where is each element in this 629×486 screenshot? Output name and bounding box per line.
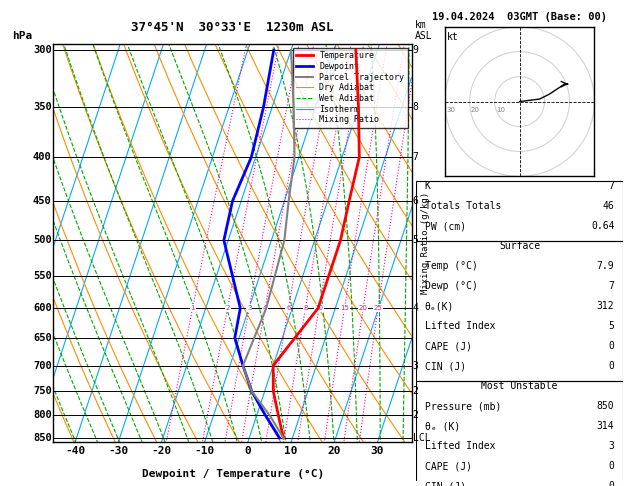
Text: 450: 450 [33,196,52,206]
Text: 19.04.2024  03GMT (Base: 00): 19.04.2024 03GMT (Base: 00) [432,12,607,22]
Text: 800: 800 [33,410,52,420]
Text: CAPE (J): CAPE (J) [425,341,472,351]
Text: Mixing Ratio (g/kg): Mixing Ratio (g/kg) [421,192,430,294]
Text: Surface: Surface [499,241,540,251]
Text: 8: 8 [303,305,308,311]
Text: 7: 7 [609,181,615,191]
Text: 600: 600 [33,303,52,313]
Text: 312: 312 [597,301,615,311]
Bar [416,241,623,381]
Text: -20: -20 [152,446,172,456]
Text: Dewpoint / Temperature (°C): Dewpoint / Temperature (°C) [142,469,324,479]
Text: 3: 3 [413,361,418,371]
Text: 37°45'N  30°33'E  1230m ASL: 37°45'N 30°33'E 1230m ASL [131,21,334,34]
Text: Totals Totals: Totals Totals [425,201,501,211]
Text: 30: 30 [446,106,455,113]
Text: θₑ(K): θₑ(K) [425,301,454,311]
Text: 1: 1 [191,305,195,311]
Text: 7: 7 [609,281,615,291]
Text: 6: 6 [286,305,291,311]
Text: hPa: hPa [12,31,32,41]
Text: -40: -40 [65,446,85,456]
Text: 30: 30 [370,446,384,456]
Text: 20: 20 [471,106,480,113]
Text: 0.64: 0.64 [591,221,615,231]
Text: 0: 0 [609,361,615,371]
Text: 2: 2 [225,305,230,311]
Text: 25: 25 [374,305,382,311]
Text: 46: 46 [603,201,615,211]
Text: 550: 550 [33,271,52,281]
Text: 3: 3 [609,441,615,451]
Text: 6: 6 [413,196,418,206]
Text: 2: 2 [413,410,418,420]
Text: 7: 7 [413,152,418,162]
Text: 850: 850 [597,401,615,411]
Text: 314: 314 [597,421,615,431]
Text: 10: 10 [496,106,505,113]
Text: 700: 700 [33,361,52,371]
Text: kt: kt [447,32,459,42]
Legend: Temperature, Dewpoint, Parcel Trajectory, Dry Adiabat, Wet Adiabat, Isotherm, Mi: Temperature, Dewpoint, Parcel Trajectory… [293,48,408,127]
Text: 7.9: 7.9 [597,261,615,271]
Text: CIN (J): CIN (J) [425,361,466,371]
Text: K: K [425,181,430,191]
Text: Lifted Index: Lifted Index [425,441,495,451]
Text: 2: 2 [413,386,418,396]
Text: 10: 10 [314,305,323,311]
Text: 5: 5 [413,235,418,245]
Text: Lifted Index: Lifted Index [425,321,495,331]
Text: -30: -30 [108,446,128,456]
Text: 10: 10 [284,446,298,456]
Text: 4: 4 [263,305,267,311]
Text: 0: 0 [245,446,251,456]
Text: km
ASL: km ASL [415,20,433,41]
Text: 0: 0 [609,481,615,486]
Text: LCL: LCL [413,433,430,443]
Text: 300: 300 [33,45,52,55]
Text: 9: 9 [413,45,418,55]
Text: 3: 3 [247,305,252,311]
Text: CIN (J): CIN (J) [425,481,466,486]
Text: θₑ (K): θₑ (K) [425,421,460,431]
Text: Dewp (°C): Dewp (°C) [425,281,477,291]
Text: 500: 500 [33,235,52,245]
Text: 8: 8 [413,103,418,112]
Text: 750: 750 [33,386,52,396]
Text: 15: 15 [340,305,349,311]
Bar [416,381,623,486]
Text: 0: 0 [609,461,615,471]
Text: 20: 20 [328,446,341,456]
Text: 350: 350 [33,103,52,112]
Text: 0: 0 [609,341,615,351]
Text: PW (cm): PW (cm) [425,221,466,231]
Bar [416,181,623,241]
Text: CAPE (J): CAPE (J) [425,461,472,471]
Text: 650: 650 [33,333,52,343]
Text: 4: 4 [413,303,418,313]
Text: 400: 400 [33,152,52,162]
Text: 20: 20 [359,305,368,311]
Text: 850: 850 [33,433,52,443]
Text: -10: -10 [194,446,214,456]
Text: Temp (°C): Temp (°C) [425,261,477,271]
Text: Most Unstable: Most Unstable [481,381,558,391]
Text: 5: 5 [609,321,615,331]
Text: Pressure (mb): Pressure (mb) [425,401,501,411]
